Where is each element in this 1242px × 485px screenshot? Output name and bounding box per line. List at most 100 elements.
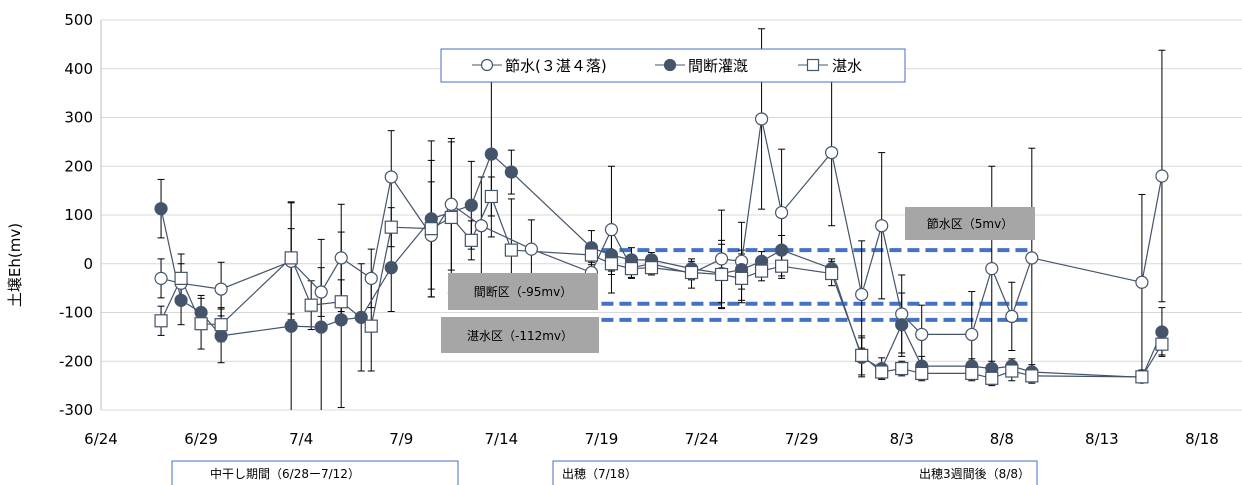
data-point-kandan — [214, 329, 228, 343]
data-point-tansui — [464, 233, 478, 247]
data-point-tansui — [584, 248, 599, 262]
data-point-tansui — [214, 318, 228, 332]
data-point-setsusui — [965, 327, 979, 342]
y-tick-label: -200 — [59, 352, 93, 370]
x-tick-label: 7/4 — [289, 430, 313, 448]
annotation-tansui-text: 湛水区（-112mv） — [467, 329, 573, 343]
data-point-tansui — [444, 210, 458, 225]
data-point-kandan — [354, 310, 368, 324]
y-axis-label: 土壌Eh(mv) — [6, 223, 24, 307]
data-point-tansui — [875, 365, 889, 379]
data-point-tansui — [424, 222, 438, 236]
y-tick-label: 100 — [64, 206, 93, 224]
period-shusui: 出穂（7/18） 出穂3週間後（8/8） — [552, 460, 1038, 485]
legend-label-tansui: 湛水 — [832, 57, 862, 75]
annotation-setsusui: 節水区（5mv） — [905, 207, 1035, 240]
data-point-setsusui — [1025, 251, 1039, 265]
data-point-tansui — [734, 271, 749, 285]
y-tick-label: 500 — [64, 11, 93, 29]
y-tick-label: 300 — [64, 109, 93, 127]
data-point-tansui — [915, 366, 929, 381]
x-tick-labels: 6/24 6/29 7/4 7/9 7/14 7/19 7/24 7/29 8/3 8/8 8/13… — [84, 430, 1219, 448]
data-point-tansui — [304, 298, 318, 312]
data-point-setsusui — [825, 146, 839, 160]
x-tick-label: 7/24 — [685, 430, 719, 448]
data-point-tansui — [174, 271, 188, 285]
data-point-tansui — [284, 251, 298, 265]
data-point-kandan — [504, 165, 518, 179]
data-point-setsusui — [444, 197, 458, 211]
data-point-tansui — [644, 261, 659, 275]
data-point-kandan — [1155, 325, 1169, 339]
data-point-tansui — [364, 319, 378, 333]
data-point-setsusui — [1135, 275, 1149, 289]
data-point-tansui — [334, 295, 348, 309]
legend-label-setsusui: 節水(３湛４落) — [505, 57, 607, 75]
data-point-tansui — [1025, 369, 1039, 383]
data-point-setsusui — [214, 282, 228, 296]
data-point-setsusui — [915, 327, 929, 342]
y-tick-label: 200 — [64, 157, 93, 175]
x-tick-label: 7/14 — [485, 430, 519, 448]
period-nakaboshi-text: 中干し期間（6/28ー7/12） — [210, 466, 360, 481]
y-tick-label: 0 — [83, 255, 93, 273]
data-point-tansui — [825, 266, 839, 281]
x-tick-label: 6/24 — [84, 430, 118, 448]
legend-marker-tansui — [806, 58, 820, 72]
data-point-tansui — [1155, 337, 1169, 351]
data-point-setsusui — [334, 251, 348, 265]
x-tick-label: 7/29 — [785, 430, 819, 448]
data-point-setsusui — [1005, 309, 1019, 323]
data-point-tansui — [154, 314, 168, 328]
data-point-setsusui — [154, 271, 168, 285]
x-tick-label: 7/9 — [389, 430, 413, 448]
data-point-kandan — [774, 243, 789, 257]
y-tick-label: 400 — [64, 60, 93, 78]
reference-lines — [601, 248, 1032, 322]
x-tick-label: 8/8 — [990, 430, 1014, 448]
data-point-kandan — [895, 318, 909, 332]
data-point-setsusui — [714, 252, 729, 266]
data-point-setsusui — [985, 262, 999, 276]
data-point-tansui — [624, 262, 639, 276]
period-shusui-text: 出穂（7/18） — [562, 467, 637, 481]
data-point-kandan — [484, 147, 498, 161]
x-tick-label: 8/18 — [1185, 430, 1219, 448]
data-point-tansui — [985, 371, 999, 385]
data-point-tansui — [1005, 364, 1019, 378]
data-point-setsusui — [875, 219, 889, 233]
data-point-kandan — [154, 202, 168, 216]
data-point-kandan — [384, 261, 398, 275]
data-point-tansui — [855, 348, 869, 362]
data-point-tansui — [194, 317, 208, 331]
data-point-setsusui — [604, 223, 619, 237]
legend-label-kandan: 間断灌漑 — [688, 57, 748, 75]
series-markers — [154, 112, 1169, 385]
annotation-setsusui-text: 節水区（5mv） — [927, 216, 1013, 231]
data-point-setsusui — [1155, 169, 1169, 183]
data-point-setsusui — [364, 271, 378, 285]
annotation-kandan: 間断区（-95mv） — [448, 273, 598, 310]
data-point-setsusui — [754, 112, 769, 126]
data-point-tansui — [895, 361, 909, 376]
x-tick-label: 6/29 — [184, 430, 218, 448]
data-point-tansui — [604, 257, 619, 271]
data-point-setsusui — [524, 242, 538, 256]
period-nakaboshi: 中干し期間（6/28ー7/12） — [171, 460, 459, 485]
annotation-tansui: 湛水区（-112mv） — [441, 317, 599, 353]
x-tick-label: 8/3 — [890, 430, 914, 448]
data-point-tansui — [484, 189, 498, 204]
data-point-setsusui — [314, 285, 328, 299]
annotation-kandan-text: 間断区（-95mv） — [474, 284, 572, 299]
data-point-tansui — [774, 259, 789, 273]
legend-marker-kandan — [663, 58, 677, 72]
legend-marker-setsusui — [480, 58, 494, 72]
period-3weeks-text: 出穂3週間後（8/8） — [919, 467, 1030, 481]
data-point-tansui — [965, 366, 979, 381]
series-line — [160, 194, 1163, 379]
data-point-setsusui — [774, 205, 789, 220]
y-tick-label: -100 — [59, 304, 93, 322]
data-point-tansui — [684, 265, 699, 280]
data-point-kandan — [194, 305, 208, 320]
